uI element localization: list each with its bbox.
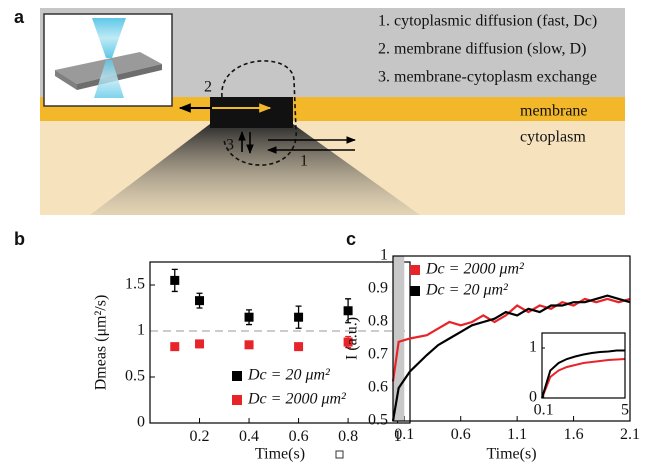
panel-label: b — [14, 229, 25, 249]
legend-swatch — [410, 286, 420, 296]
x-tick-label: 0.6 — [289, 428, 309, 445]
legend-swatch — [232, 395, 242, 405]
y-tick-label: 1 — [137, 322, 145, 339]
shaded-region — [393, 256, 404, 421]
x-tick-label: 0.1 — [394, 426, 414, 443]
x-tick-label: 1.6 — [564, 426, 584, 443]
point — [195, 296, 204, 305]
legend-label: Dc = 2000 μm² — [247, 391, 347, 408]
x-axis-label: Time(s) — [255, 446, 305, 463]
y-axis-label: Dmeas (μm²/s) — [93, 295, 110, 391]
y-tick-label: 0.6 — [368, 379, 388, 396]
x-tick-label: 1.1 — [507, 426, 527, 443]
panel-label: c — [346, 229, 356, 249]
x-tick-label: 0.2 — [190, 428, 210, 445]
arrow-label: 3 — [226, 137, 234, 154]
point — [170, 342, 179, 351]
point — [294, 342, 303, 351]
legend-label: Dc = 20 μm² — [425, 282, 509, 299]
point — [344, 306, 353, 315]
panel-label: a — [14, 7, 25, 27]
y-axis-label: I (a.u.) — [344, 317, 361, 360]
x-tick-label: 0.6 — [451, 426, 471, 443]
legend-item: 2. membrane diffusion (slow, D) — [378, 41, 586, 58]
marker-box — [336, 451, 343, 458]
y-tick-label: 0.7 — [368, 346, 388, 363]
y-tick-label: 1.5 — [125, 276, 145, 293]
point — [170, 276, 179, 285]
x-tick-label: 0.4 — [239, 428, 259, 445]
legend-label: Dc = 2000 μm² — [425, 261, 525, 278]
region-label: cytoplasm — [520, 129, 586, 146]
point — [294, 313, 303, 322]
y-tick-label: 0 — [137, 414, 145, 431]
point — [245, 313, 254, 322]
legend-swatch — [232, 371, 242, 381]
figure: a 1. cytoplasmic diffusion (fast, Dc) 2.… — [0, 0, 650, 466]
y-tick-label: 0.5 — [368, 412, 388, 429]
legend-label: Dc = 20 μm² — [247, 367, 331, 384]
y-tick-label: 0.8 — [368, 313, 388, 330]
y-tick-label: 0 — [529, 389, 537, 406]
y-tick-label: 0.9 — [368, 280, 388, 297]
x-tick-label: 0.8 — [338, 428, 358, 445]
arrow-label: 2 — [204, 79, 212, 96]
y-tick-label: 1 — [380, 247, 388, 264]
arrow-label: 1 — [300, 153, 308, 170]
y-tick-label: 1 — [529, 339, 537, 356]
x-axis-label: Time(s) — [486, 446, 536, 463]
focal-volume — [210, 97, 293, 128]
x-tick-label: 5 — [621, 401, 629, 418]
point — [245, 340, 254, 349]
region-label: membrane — [520, 103, 588, 120]
legend-item: 3. membrane-cytoplasm exchange — [378, 69, 597, 86]
y-tick-label: 0.5 — [125, 368, 145, 385]
legend-item: 1. cytoplasmic diffusion (fast, Dc) — [378, 13, 597, 30]
x-tick-label: 2.1 — [620, 426, 640, 443]
legend-swatch — [410, 265, 420, 275]
diagram: a 1. cytoplasmic diffusion (fast, Dc) 2.… — [14, 7, 625, 215]
point — [195, 339, 204, 348]
